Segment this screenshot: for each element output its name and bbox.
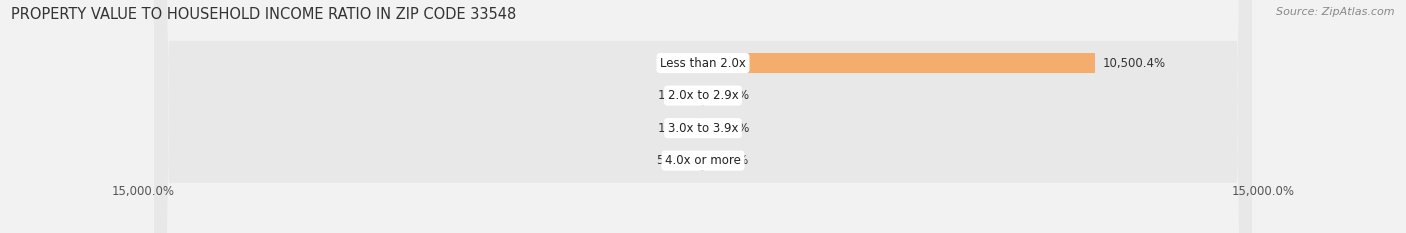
Text: 24.2%: 24.2% [711,122,749,135]
Text: 17.6%: 17.6% [657,57,695,70]
FancyBboxPatch shape [155,0,1251,233]
Text: 15.4%: 15.4% [711,154,748,167]
Text: 15.2%: 15.2% [658,122,695,135]
Bar [703,53,1095,73]
FancyBboxPatch shape [155,0,1251,233]
Bar [702,151,703,171]
FancyBboxPatch shape [155,0,1251,233]
Text: 3.0x to 3.9x: 3.0x to 3.9x [668,122,738,135]
Text: 10,500.4%: 10,500.4% [1102,57,1166,70]
FancyBboxPatch shape [155,0,1251,233]
Text: 25.3%: 25.3% [711,89,749,102]
Text: 2.0x to 2.9x: 2.0x to 2.9x [668,89,738,102]
Text: PROPERTY VALUE TO HOUSEHOLD INCOME RATIO IN ZIP CODE 33548: PROPERTY VALUE TO HOUSEHOLD INCOME RATIO… [11,7,516,22]
Text: Less than 2.0x: Less than 2.0x [659,57,747,70]
Text: Source: ZipAtlas.com: Source: ZipAtlas.com [1277,7,1395,17]
Text: 50.5%: 50.5% [657,154,693,167]
Text: 4.0x or more: 4.0x or more [665,154,741,167]
Text: 15.5%: 15.5% [658,89,695,102]
